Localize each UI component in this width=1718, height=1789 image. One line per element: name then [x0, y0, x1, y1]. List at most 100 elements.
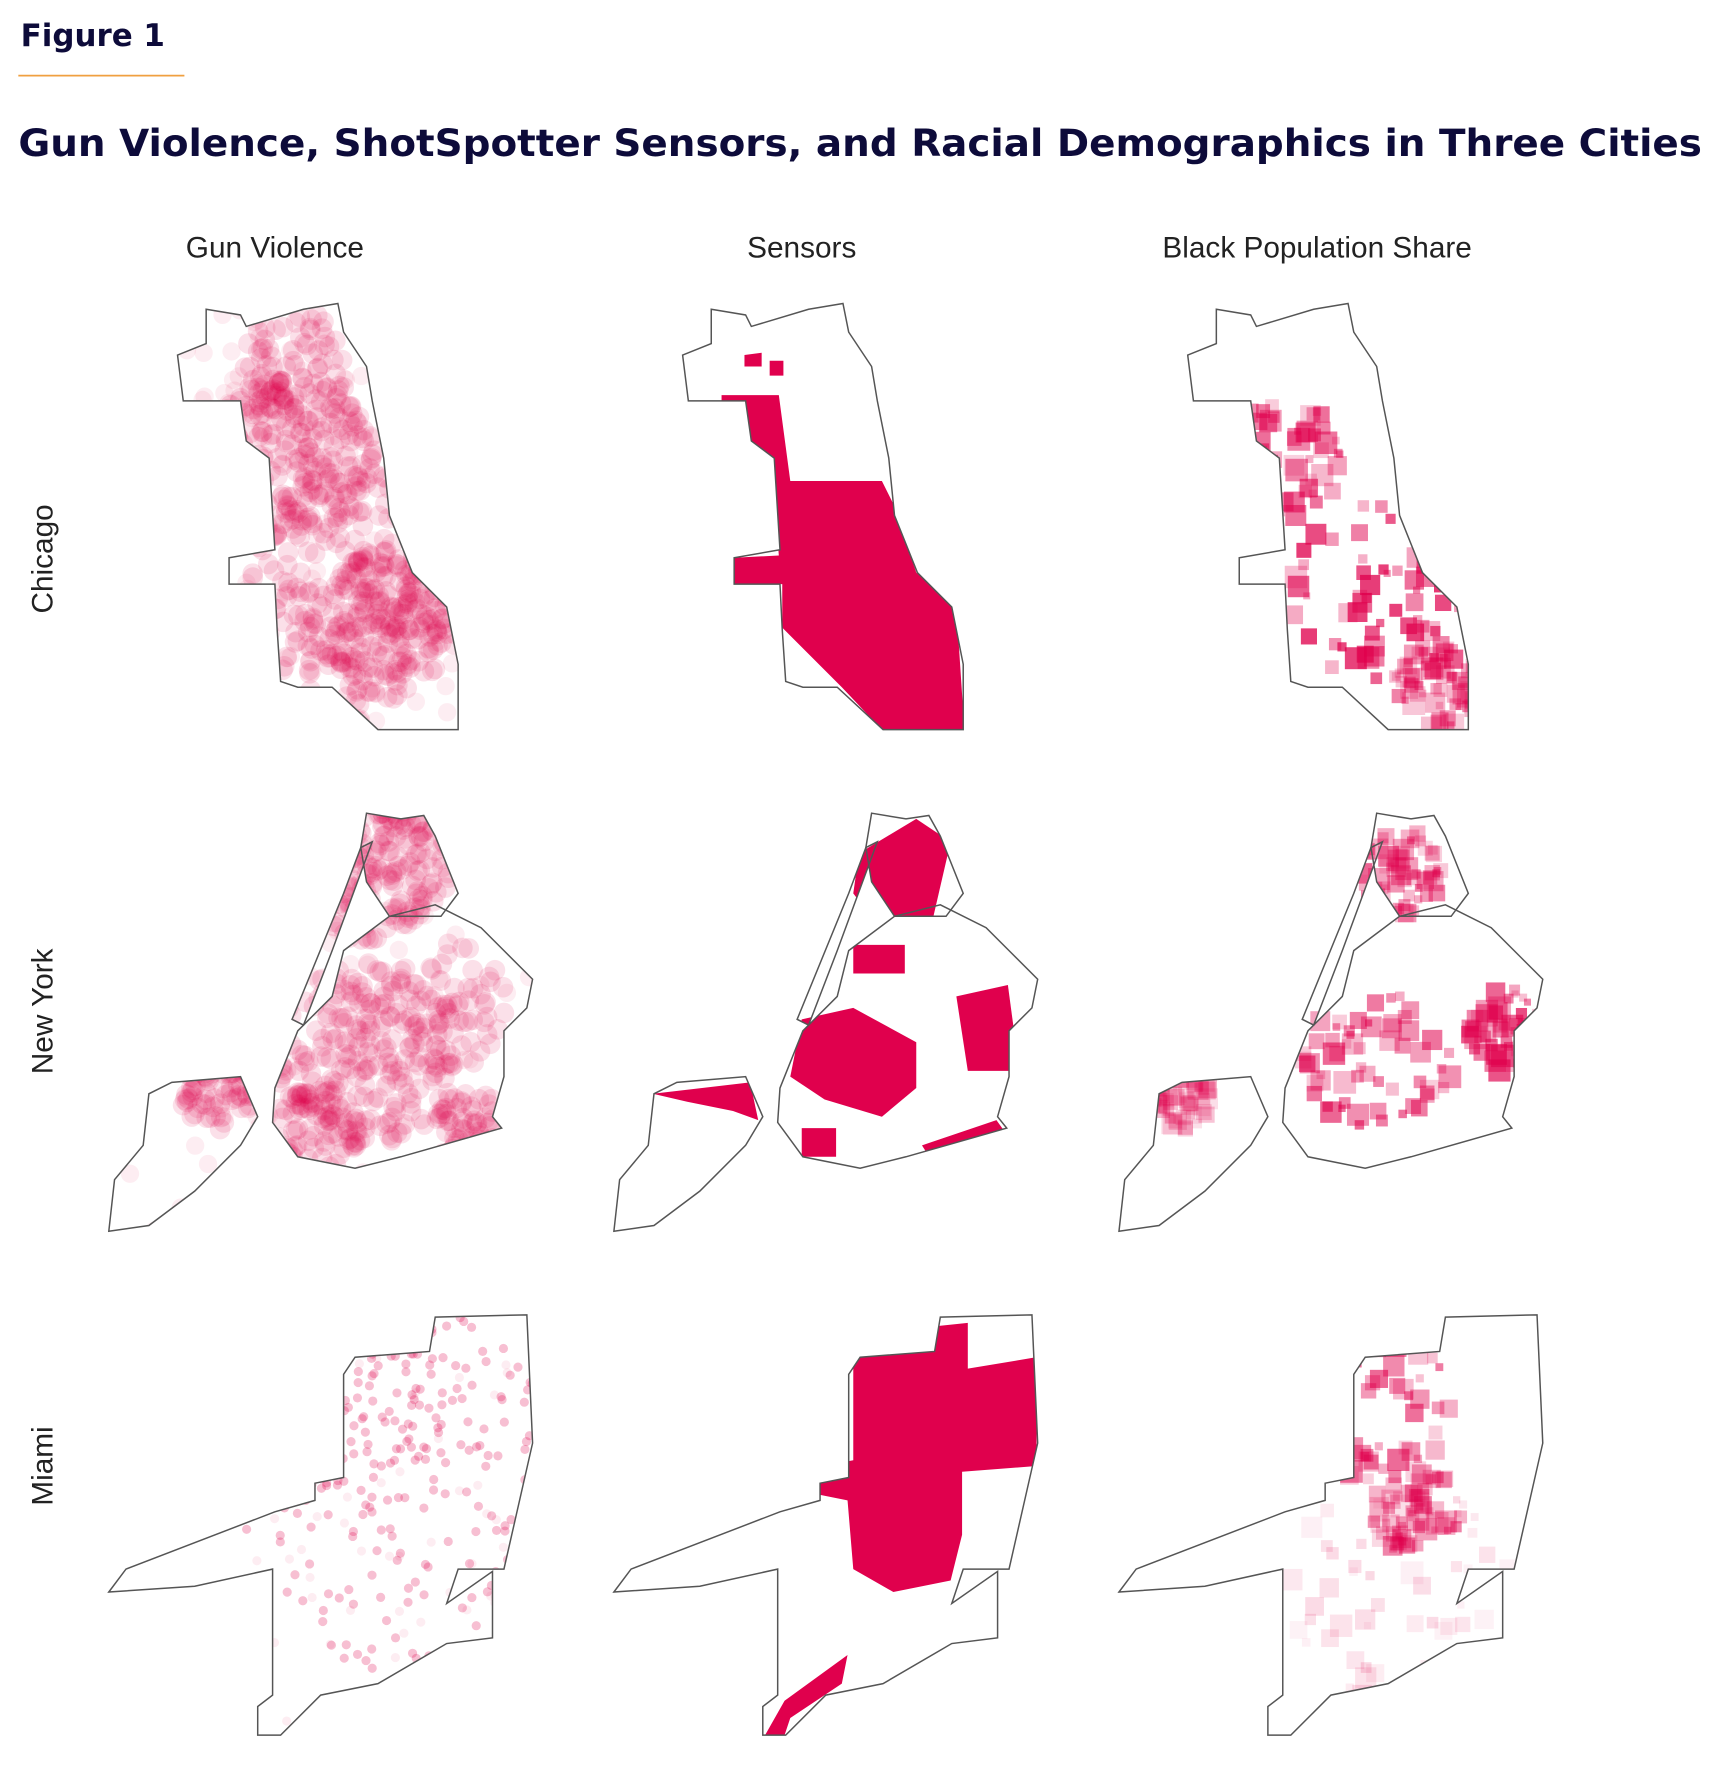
tract-cell	[1150, 1660, 1166, 1676]
incident-dot	[344, 476, 363, 495]
tract-cell	[1338, 1104, 1346, 1113]
incident-dot	[248, 426, 269, 448]
tract-cell	[1355, 1337, 1365, 1347]
incident-dot	[209, 1093, 231, 1114]
tract-cell	[1318, 1459, 1329, 1471]
incident-dot	[461, 1113, 483, 1134]
incident-dot	[382, 980, 404, 1002]
incident-dot	[299, 1119, 320, 1140]
incident-dot	[447, 995, 469, 1016]
incident-dot	[408, 1421, 418, 1431]
incident-dot	[288, 586, 310, 607]
tract-cell	[1503, 993, 1514, 1004]
tract-cell	[1444, 1047, 1455, 1058]
incident-dot	[284, 407, 306, 429]
incident-dot	[263, 423, 284, 445]
incident-dot	[278, 813, 298, 830]
tract-cell	[1265, 399, 1279, 413]
incident-dot	[478, 1346, 488, 1356]
incident-dot	[277, 554, 298, 576]
tract-cell	[1363, 1621, 1372, 1630]
incident-dot	[362, 1447, 372, 1457]
tract-cell	[1395, 1516, 1408, 1529]
incident-dot	[336, 813, 357, 833]
tract-cell	[1251, 458, 1274, 480]
incident-dot	[220, 1465, 230, 1476]
incident-dot	[283, 397, 305, 419]
incident-dot	[339, 411, 360, 432]
tract-cell	[1424, 845, 1440, 861]
incident-dot	[304, 419, 325, 441]
incident-dot	[316, 897, 337, 919]
tract-cell	[1301, 1638, 1311, 1647]
incident-dot	[399, 852, 421, 873]
incident-dot	[296, 1082, 317, 1104]
tract-cell	[1408, 1344, 1429, 1365]
tract-cell	[1163, 1095, 1179, 1110]
incident-dot	[328, 615, 350, 637]
incident-dot	[294, 472, 316, 494]
tract-cell	[1306, 407, 1320, 421]
incident-dot	[268, 373, 290, 394]
incident-dot	[210, 1106, 232, 1128]
incident-dot	[410, 842, 431, 863]
incident-dot	[249, 484, 271, 505]
incident-dot	[194, 343, 213, 363]
row-label-miami: Miami	[27, 1426, 60, 1505]
tract-cell	[1356, 1538, 1367, 1550]
incident-dot	[299, 1089, 320, 1110]
incident-dot	[315, 640, 337, 661]
incident-dot	[327, 385, 348, 406]
incident-dot	[340, 395, 362, 417]
incident-dot	[364, 1381, 374, 1391]
incident-dot	[151, 905, 170, 925]
tract-cell	[1397, 1521, 1407, 1531]
incident-dot	[345, 1015, 367, 1036]
incident-dot	[145, 1221, 164, 1232]
incident-dot	[242, 403, 264, 425]
incident-dot	[470, 1651, 480, 1662]
tract-cell	[1351, 856, 1364, 870]
incident-dot	[385, 1524, 395, 1534]
map-chicago-gun-violence	[176, 302, 459, 731]
incident-dot	[251, 389, 272, 410]
incident-dot	[364, 596, 383, 615]
incident-dot	[328, 813, 350, 833]
incident-dot	[247, 1459, 258, 1469]
tract-cell	[1305, 455, 1314, 464]
incident-dot	[377, 600, 397, 619]
incident-dot	[288, 605, 309, 626]
incident-dot	[298, 871, 319, 892]
incident-dot	[214, 498, 233, 518]
incident-dot	[120, 813, 139, 831]
incident-dot	[246, 1644, 256, 1655]
incident-dot	[380, 1417, 390, 1427]
incident-dot	[305, 460, 327, 482]
incident-dot	[514, 1553, 524, 1563]
incident-dot	[306, 407, 328, 428]
incident-dot	[369, 635, 390, 657]
tract-cell	[1437, 1517, 1456, 1535]
incident-dot	[474, 1148, 495, 1170]
tract-cell	[1410, 1473, 1433, 1496]
incident-dot	[240, 1696, 250, 1706]
incident-dot	[185, 1439, 195, 1449]
tract-cell	[1404, 676, 1416, 689]
incident-dot	[317, 1364, 327, 1374]
incident-dot	[478, 966, 500, 988]
incident-dot	[458, 990, 480, 1011]
tract-cell	[1369, 1102, 1387, 1120]
incident-dot	[247, 377, 269, 399]
incident-dot	[414, 1451, 424, 1461]
tract-cell	[1433, 683, 1448, 697]
tract-cell	[1182, 1656, 1194, 1668]
tract-cell	[1349, 1567, 1358, 1576]
tract-cell	[1420, 1500, 1432, 1513]
newyork-boundary	[865, 812, 965, 918]
incident-dot	[348, 501, 370, 523]
incident-dot	[444, 1088, 465, 1109]
incident-dot	[378, 1124, 400, 1146]
incident-dot	[302, 514, 323, 536]
incident-dot	[196, 1107, 217, 1129]
incident-dot	[269, 1422, 280, 1432]
